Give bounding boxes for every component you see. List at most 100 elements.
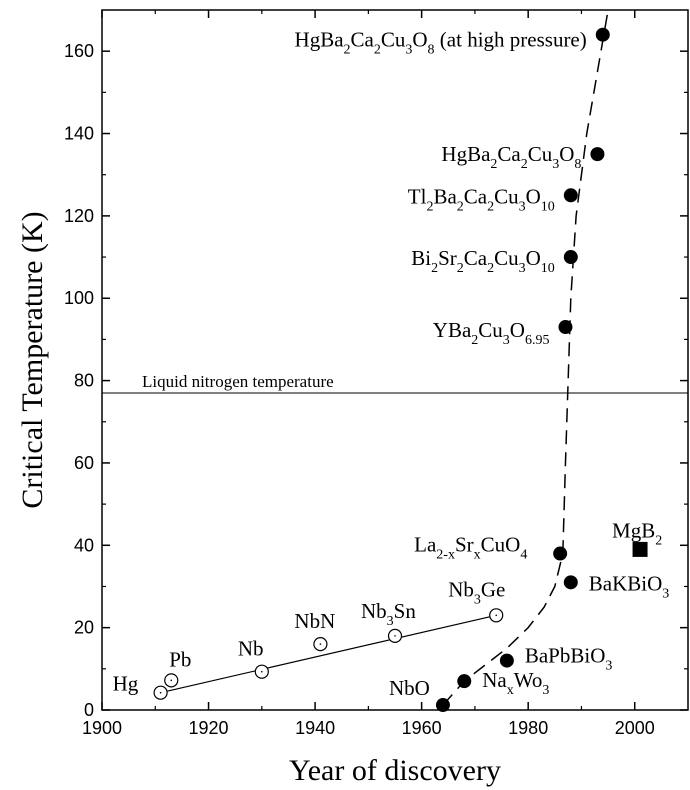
label-text: Wo xyxy=(514,668,543,692)
conventional-trend-line xyxy=(160,614,497,694)
y-axis-title: Critical Temperature (K) xyxy=(16,211,49,508)
y-tick-label: 40 xyxy=(74,535,94,555)
label-pb: Pb xyxy=(169,647,191,671)
point-naxwo3 xyxy=(457,674,472,689)
label-text: NbN xyxy=(294,609,335,633)
label-text: Nb xyxy=(238,637,264,661)
x-tick-label: 1900 xyxy=(82,718,122,738)
label-text: HgBa xyxy=(441,142,491,166)
label-text: Hg xyxy=(113,672,139,696)
label-nb3ge: Nb3Ge xyxy=(448,577,505,607)
label-text: Pb xyxy=(169,647,191,671)
label-subscript: 2 xyxy=(655,533,662,548)
label-subscript: x xyxy=(507,683,514,698)
label-subscript: 2 xyxy=(490,157,497,172)
axis-ticks: 1900 1920 1940 1960 1980 2000 0 20 40 60 80 100 120 1… xyxy=(64,10,688,738)
label-text: Ca xyxy=(497,142,521,166)
x-tick-label: 1960 xyxy=(402,718,442,738)
reference-lines: Liquid nitrogen temperature xyxy=(102,372,688,394)
point-bapbbio3 xyxy=(499,653,514,668)
label-subscript: 8 xyxy=(428,43,435,58)
label-text: Ca xyxy=(464,246,488,270)
label-text: (at high pressure) xyxy=(435,28,587,52)
label-text: Sr xyxy=(438,246,457,270)
plot-frame xyxy=(101,9,689,711)
label-subscript: 10 xyxy=(541,261,555,276)
y-tick-label: 20 xyxy=(74,618,94,638)
label-text: O xyxy=(559,142,574,166)
label-subscript: 3 xyxy=(662,586,669,601)
label-hg: Hg xyxy=(113,672,139,696)
x-axis-title: Year of discovery xyxy=(289,754,501,787)
y-tick-label: 100 xyxy=(64,288,94,308)
label-yba2cu3o6-95: YBa2Cu3O6.95 xyxy=(433,318,550,348)
point-hgba2ca2cu3o8 xyxy=(590,147,605,162)
label-subscript: 3 xyxy=(387,614,394,629)
point-bi2sr2ca2cu3o10 xyxy=(563,250,578,265)
label-text: Sr xyxy=(455,533,474,557)
label-text: Nb xyxy=(448,577,474,601)
label-subscript: 3 xyxy=(605,659,612,674)
label-subscript: 2 xyxy=(426,199,433,214)
label-subscript: 2 xyxy=(487,261,494,276)
label-text: MgB xyxy=(612,518,655,542)
x-tick-label: 1940 xyxy=(295,718,335,738)
point-center-dot xyxy=(394,635,396,637)
label-subscript: 3 xyxy=(542,683,549,698)
label-subscript: 2 xyxy=(431,261,438,276)
point-tl2ba2ca2cu3o10 xyxy=(563,188,578,203)
y-tick-label: 60 xyxy=(74,453,94,473)
point-center-dot xyxy=(495,614,498,617)
label-text: Na xyxy=(482,668,507,692)
x-tick-label: 1980 xyxy=(508,718,548,738)
label-bapbbio3: BaPbBiO3 xyxy=(525,644,613,674)
label-text: O xyxy=(526,184,541,208)
label-text: YBa xyxy=(433,318,472,342)
label-text: Cu xyxy=(494,184,519,208)
label-text: Bi xyxy=(411,246,431,270)
y-tick-label: 0 xyxy=(84,700,94,720)
label-subscript: 4 xyxy=(520,548,527,563)
label-text: Cu xyxy=(478,318,503,342)
label-hgba2ca2cu3o8-at-high-pressure: HgBa2Ca2Cu3O8 (at high pressure) xyxy=(295,28,587,58)
label-subscript: 3 xyxy=(552,157,559,172)
label-nb: Nb xyxy=(238,637,264,661)
point-center-dot xyxy=(319,643,322,645)
label-mgb2: MgB2 xyxy=(612,518,662,548)
point-bakbio3 xyxy=(563,575,578,590)
point-center-dot xyxy=(159,691,162,694)
label-subscript: 2 xyxy=(471,333,478,348)
label-subscript: 8 xyxy=(574,157,581,172)
label-text: HgBa xyxy=(295,28,345,52)
label-text: Ca xyxy=(351,28,375,52)
label-subscript: 3 xyxy=(503,333,510,348)
label-text: Cu xyxy=(528,142,553,166)
label-la2-xsrxcuo4: La2-xSrxCuO4 xyxy=(414,533,527,563)
label-subscript: 2 xyxy=(344,43,351,58)
point-yba2cu3o6-95 xyxy=(558,320,573,335)
label-subscript: 6.95 xyxy=(525,333,550,348)
label-text: Ge xyxy=(481,577,506,601)
label-nbn: NbN xyxy=(294,609,335,633)
label-text: CuO xyxy=(481,533,521,557)
point-hgba2ca2cu3o8-at-high-pressure xyxy=(595,27,610,42)
y-tick-label: 160 xyxy=(64,41,94,61)
point-nbo xyxy=(435,698,450,713)
label-subscript: 2-x xyxy=(436,548,455,563)
y-tick-label: 120 xyxy=(64,206,94,226)
label-nb3sn: Nb3Sn xyxy=(361,599,416,629)
label-subscript: 2 xyxy=(521,157,528,172)
label-text: Cu xyxy=(494,246,519,270)
label-subscript: 3 xyxy=(405,43,412,58)
label-text: O xyxy=(526,246,541,270)
x-tick-label: 2000 xyxy=(615,718,655,738)
label-nbo: NbO xyxy=(389,676,430,700)
label-text: Tl xyxy=(408,184,427,208)
label-hgba2ca2cu3o8: HgBa2Ca2Cu3O8 xyxy=(441,142,581,172)
label-subscript: 3 xyxy=(474,592,481,607)
label-text: O xyxy=(412,28,427,52)
x-tick-label: 1920 xyxy=(189,718,229,738)
label-subscript: 3 xyxy=(519,261,526,276)
label-text: Ca xyxy=(464,184,488,208)
